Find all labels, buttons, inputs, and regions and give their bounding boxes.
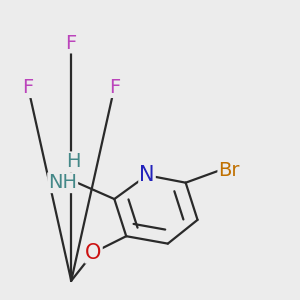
Text: H: H (66, 152, 80, 171)
Text: NH: NH (48, 173, 77, 192)
Text: Br: Br (218, 161, 240, 180)
Text: N: N (139, 165, 155, 185)
Text: O: O (85, 242, 102, 262)
Text: F: F (109, 78, 120, 97)
Text: F: F (66, 34, 77, 52)
Text: F: F (22, 78, 34, 97)
